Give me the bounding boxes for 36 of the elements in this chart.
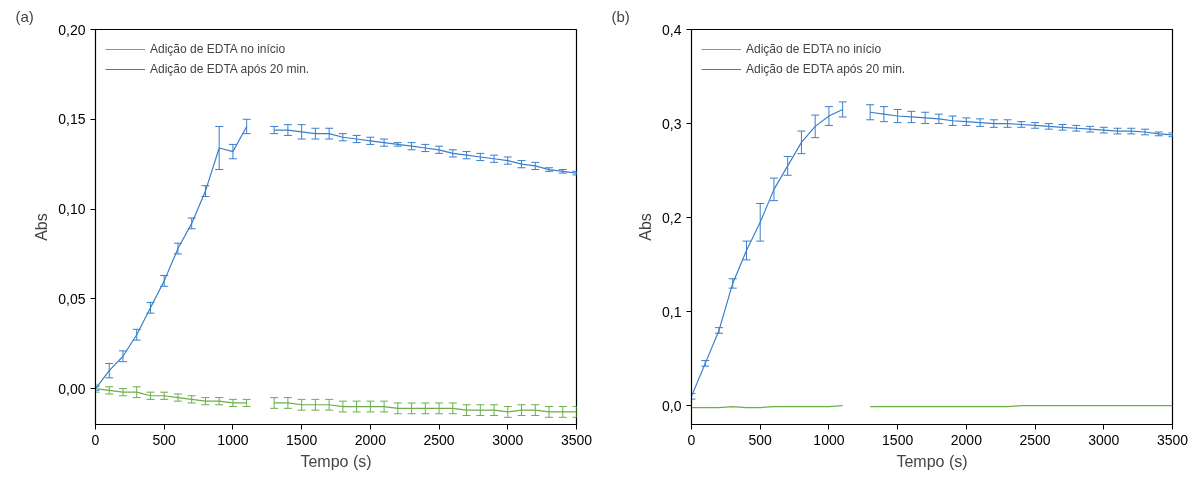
y-tick-label: 0,15	[58, 111, 86, 128]
x-tick-label: 2500	[423, 431, 455, 448]
x-tick-label: 1000	[813, 431, 845, 448]
x-tick-label: 3000	[492, 431, 524, 448]
x-tick-label: 3500	[560, 431, 593, 448]
x-tick-label: 500	[152, 431, 177, 448]
x-tick-label: 500	[748, 431, 773, 448]
x-tick-label: 0	[687, 431, 696, 448]
legend-label: Adição de EDTA no início	[746, 42, 882, 56]
y-tick-label: 0,05	[58, 290, 86, 307]
y-axis-title: Abs	[637, 213, 655, 241]
x-tick-label: 1500	[882, 431, 914, 448]
legend-label: Adição de EDTA após 20 min.	[150, 62, 310, 76]
text: (a)	[15, 7, 34, 25]
x-axis-title: Tempo (s)	[300, 452, 372, 470]
x-tick-label: 2000	[354, 431, 387, 448]
y-tick-label: 0,2	[662, 209, 682, 226]
y-tick-label: 0,00	[58, 380, 86, 397]
y-tick-label: 0,1	[662, 303, 682, 320]
legend-label: Adição de EDTA após 20 min.	[746, 62, 906, 76]
y-tick-label: 0,10	[58, 201, 86, 218]
x-tick-label: 2000	[950, 431, 983, 448]
x-tick-label: 2500	[1019, 431, 1051, 448]
y-axis-title: Abs	[33, 213, 51, 241]
x-tick-label: 1500	[286, 431, 318, 448]
text: (b)	[611, 7, 630, 25]
y-tick-label: 0,0	[662, 397, 682, 414]
y-tick-label: 0,20	[58, 21, 86, 38]
x-axis-title: Tempo (s)	[896, 452, 968, 470]
legend-label: Adição de EDTA no início	[150, 42, 286, 56]
x-tick-label: 3000	[1088, 431, 1120, 448]
x-tick-label: 3500	[1156, 431, 1189, 448]
x-tick-label: 0	[91, 431, 100, 448]
y-tick-label: 0,4	[662, 21, 682, 38]
x-tick-label: 1000	[217, 431, 249, 448]
y-tick-label: 0,3	[662, 115, 682, 132]
